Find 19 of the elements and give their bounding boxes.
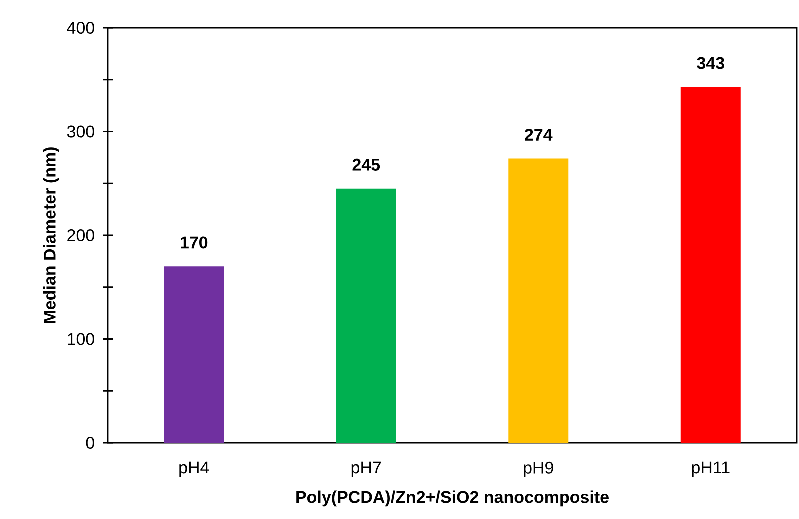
bar — [336, 188, 396, 443]
y-tick-label: 200 — [68, 229, 94, 242]
x-tick-label: pH9 — [524, 462, 554, 478]
y-tick-label: 400 — [67, 22, 94, 34]
data-label: 170 — [181, 236, 208, 249]
data-label: 343 — [697, 57, 724, 70]
x-tick-label: pH4 — [180, 462, 210, 478]
x-axis-title: Poly(PCDA)/Zn2+/SiO2 nanocomposite — [296, 490, 609, 507]
bar — [508, 158, 569, 443]
bar — [164, 266, 224, 443]
data-label: 245 — [352, 158, 380, 171]
x-tick-label: pH7 — [352, 462, 382, 478]
y-tick-label: 100 — [68, 333, 94, 346]
y-tick-label: 300 — [67, 126, 94, 138]
y-axis-title: Median Diameter (nm) — [43, 148, 60, 324]
y-tick-label: 0 — [86, 436, 94, 450]
data-label: 274 — [525, 128, 553, 141]
bar — [680, 87, 741, 443]
x-tick-label: pH11 — [692, 462, 730, 478]
